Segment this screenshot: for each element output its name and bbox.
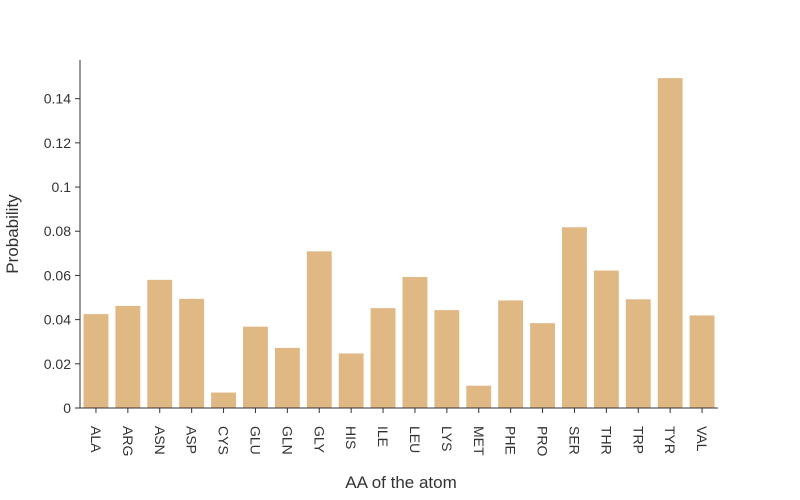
bar-pro [530,323,555,408]
x-tick-label: PRO [535,426,551,456]
x-tick-label: CYS [216,426,232,455]
x-tick-label: ASN [152,426,168,455]
x-tick-label: PHE [503,426,519,455]
y-tick-label: 0.12 [44,135,71,151]
y-tick-label: 0.02 [44,356,71,372]
y-tick-label: 0.08 [44,223,71,239]
y-tick-label: 0.1 [52,179,72,195]
x-ticks-group: ALA ARG ASN ASP CYS GLU GLN GLY HIS ILE LEU LYS MET P… [88,408,710,456]
bar-gly [306,251,332,408]
y-tick-label: 0 [63,400,71,416]
bar-his [338,353,364,408]
bar-cys [211,392,236,408]
bar-ser [562,227,587,408]
bar-val [689,315,715,408]
x-tick-label: TYR [662,426,678,454]
bar-tyr [657,78,683,408]
y-ticks-group: 0 0.02 0.04 0.06 0.08 0.1 0.12 0.14 [44,91,80,416]
bar-lys [434,310,460,408]
bar-leu [402,276,428,408]
bar-asn [147,279,173,408]
bar-thr [593,270,619,408]
bar-gln [274,347,300,408]
x-tick-label: HIS [343,426,359,449]
x-tick-label: TRP [630,426,646,454]
bar-met [466,385,492,408]
x-tick-label: ASP [184,426,200,454]
x-tick-label: SER [566,426,582,455]
x-tick-label: GLU [247,426,263,455]
x-tick-label: ARG [120,426,136,456]
x-tick-label: LEU [407,426,423,453]
x-axis-title: AA of the atom [345,473,457,492]
x-tick-label: MET [471,426,487,456]
bar-ile [370,308,396,408]
x-tick-label: THR [598,426,614,455]
x-tick-label: ALA [88,426,104,453]
bar-phe [498,300,524,408]
x-tick-label: ILE [375,426,391,447]
x-tick-label: VAL [694,426,710,452]
bar-arg [115,305,141,408]
x-tick-label: GLN [279,426,295,455]
y-axis-title: Probability [3,194,22,274]
x-tick-label: GLY [311,426,327,454]
y-tick-label: 0.04 [44,312,71,328]
y-tick-label: 0.06 [44,267,71,283]
bar-ala [83,314,109,408]
bar-asp [179,298,205,408]
bars-group [83,78,715,408]
x-tick-label: LYS [439,426,455,451]
y-tick-label: 0.14 [44,91,71,107]
bar-trp [625,299,651,408]
bar-glu [243,326,268,408]
